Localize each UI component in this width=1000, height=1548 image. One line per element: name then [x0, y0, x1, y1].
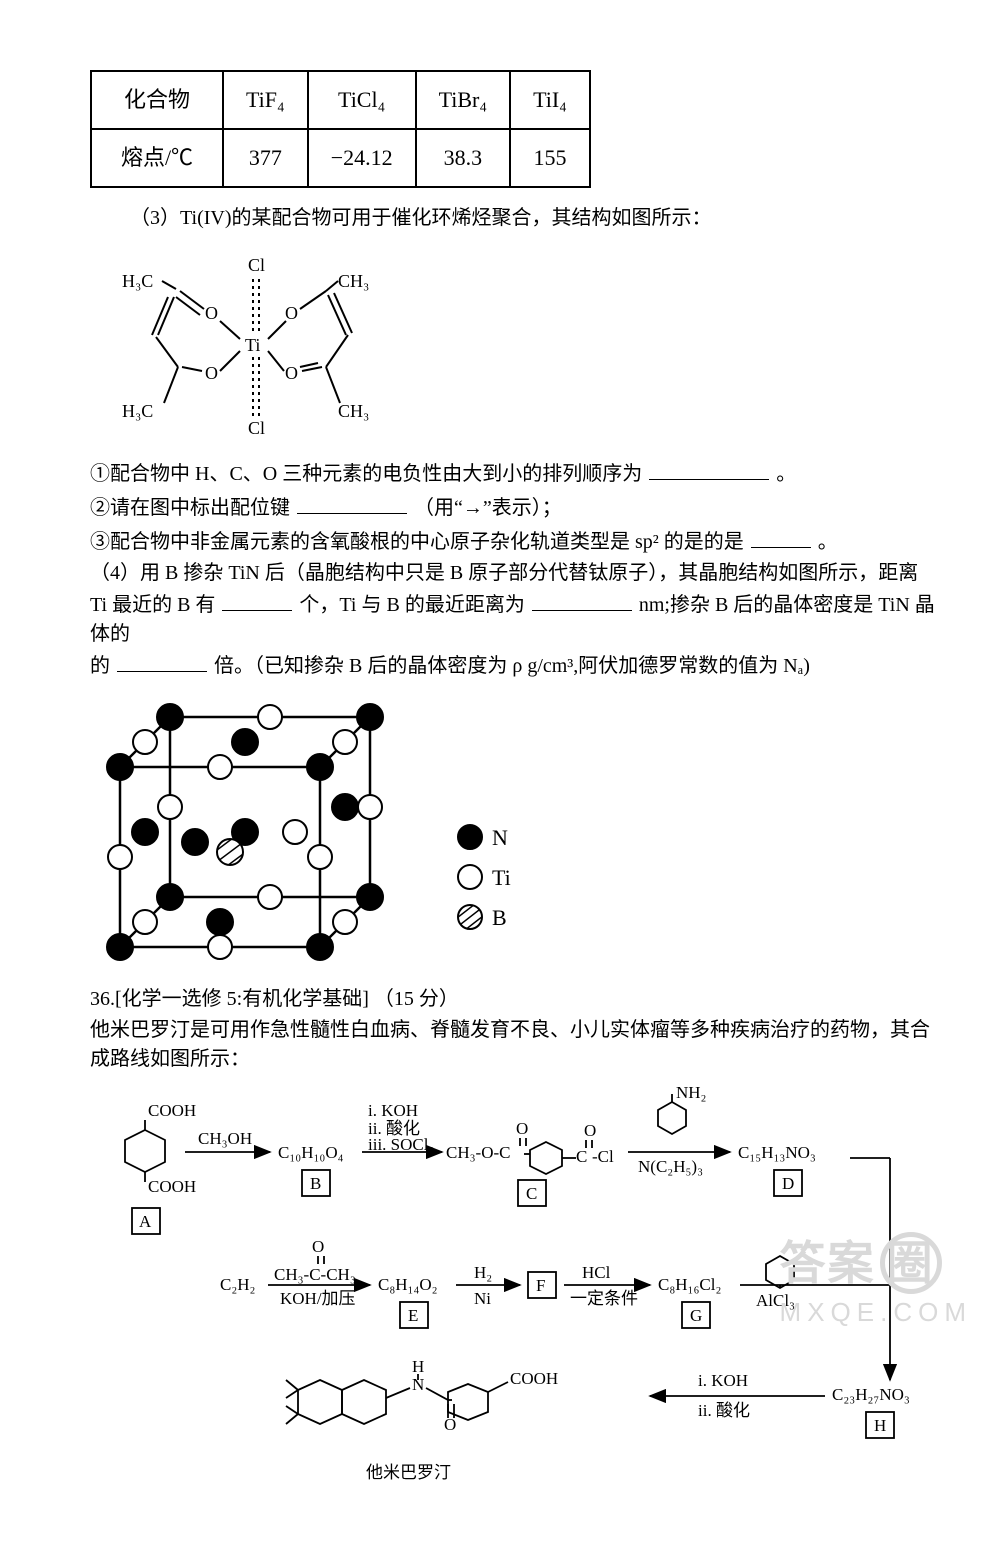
svg-text:O: O: [205, 303, 218, 323]
svg-text:CH₃: CH₃: [338, 271, 369, 291]
watermark-circle-icon: 圈: [880, 1232, 942, 1294]
svg-text:D: D: [782, 1174, 794, 1193]
svg-text:i. KOH: i. KOH: [698, 1371, 748, 1390]
svg-text:iii. SOCl₂: iii. SOCl₂: [368, 1135, 434, 1154]
svg-text:Cl: Cl: [248, 418, 265, 438]
svg-text:i. KOH: i. KOH: [368, 1101, 418, 1120]
svg-text:N(C₂H₅)₃: N(C₂H₅)₃: [638, 1157, 703, 1176]
svg-text:C₂H₂: C₂H₂: [220, 1275, 255, 1294]
cell: TiF₄: [223, 71, 308, 129]
svg-text:O: O: [205, 363, 218, 383]
ti-complex-diagram: Ti Cl Cl O H₃C H₃C O O CH₃ CH₃ O: [90, 239, 410, 449]
svg-text:H₂: H₂: [474, 1263, 492, 1282]
text: 。: [776, 463, 796, 485]
cell: 377: [223, 129, 308, 187]
q36-intro: 他米巴罗汀是可用作急性髓性白血病、脊髓发育不良、小儿实体瘤等多种疾病治疗的药物，…: [90, 1016, 940, 1074]
q4: （4）用 B 掺杂 TiN 后（晶胞结构中只是 B 原子部分代替钛原子），其晶胞…: [90, 559, 940, 681]
blank: [751, 525, 811, 548]
svg-text:COOH: COOH: [148, 1101, 196, 1120]
cell: −24.12: [308, 129, 416, 187]
blank: [532, 588, 632, 611]
table-row: 化合物 TiF₄ TiCl₄ TiBr₄ TiI₄: [91, 71, 590, 129]
cell: TiBr₄: [416, 71, 510, 129]
svg-text:H₃C: H₃C: [122, 401, 153, 421]
svg-text:B: B: [492, 905, 507, 930]
svg-text:Cl: Cl: [248, 255, 265, 275]
watermark-url: MXQE.COM: [780, 1294, 972, 1332]
svg-text:O: O: [285, 303, 298, 323]
svg-text:一定条件: 一定条件: [570, 1289, 638, 1308]
q36-title: 36.[化学一选修 5:有机化学基础] （15 分）: [90, 985, 940, 1014]
svg-text:H: H: [874, 1416, 886, 1435]
svg-text:O: O: [312, 1237, 324, 1256]
text: 个，Ti 与 B 的最近距离为: [299, 594, 524, 616]
svg-text:F: F: [536, 1276, 545, 1295]
text: （用“→”表示）；: [414, 497, 562, 519]
svg-text:A: A: [139, 1212, 152, 1231]
svg-text:C₁₅H₁₃NO₃: C₁₅H₁₃NO₃: [738, 1143, 816, 1162]
cell: TiI₄: [510, 71, 590, 129]
svg-text:H: H: [412, 1357, 424, 1376]
svg-text:CH₃-C-CH₃: CH₃-C-CH₃: [274, 1265, 356, 1284]
svg-text:ii. 酸化: ii. 酸化: [698, 1401, 750, 1420]
svg-text:B: B: [310, 1174, 321, 1193]
svg-text:-Cl: -Cl: [592, 1147, 614, 1166]
text: ②请在图中标出配位键: [90, 497, 290, 519]
cell: 155: [510, 129, 590, 187]
svg-text:Ni: Ni: [474, 1289, 491, 1308]
svg-text:O: O: [285, 363, 298, 383]
cell: TiCl₄: [308, 71, 416, 129]
svg-text:他米巴罗汀: 他米巴罗汀: [366, 1463, 451, 1482]
svg-text:C₈H₁₄O₂: C₈H₁₄O₂: [378, 1275, 438, 1294]
cell: 38.3: [416, 129, 510, 187]
svg-text:COOH: COOH: [510, 1369, 558, 1388]
cell: 化合物: [91, 71, 223, 129]
text: ③配合物中非金属元素的含氧酸根的中心原子杂化轨道类型是 sp² 的是的是: [90, 531, 744, 553]
q3-3: ③配合物中非金属元素的含氧酸根的中心原子杂化轨道类型是 sp² 的是的是 。: [90, 525, 940, 557]
text: ①配合物中 H、C、O 三种元素的电负性由大到小的排列顺序为: [90, 463, 642, 485]
text: 倍。（已知掺杂 B 后的晶体密度为 ρ g/cm³,阿伏加德罗常数的值为 Nₐ): [214, 655, 810, 677]
svg-text:C: C: [576, 1147, 587, 1166]
watermark: 答案 圈 MXQE.COM: [780, 1230, 972, 1332]
svg-text:C₂₃H₂₇NO₃: C₂₃H₂₇NO₃: [832, 1385, 910, 1404]
svg-text:C: C: [526, 1184, 537, 1203]
svg-text:O: O: [516, 1119, 528, 1138]
watermark-text: 答案: [780, 1230, 876, 1297]
blank: [222, 588, 292, 611]
svg-text:CH₃OH: CH₃OH: [198, 1129, 252, 1148]
svg-text:CH₃-O-C: CH₃-O-C: [446, 1143, 510, 1162]
svg-text:E: E: [408, 1306, 418, 1325]
svg-text:Ti: Ti: [492, 865, 511, 890]
blank: [117, 649, 207, 672]
cell: 熔点/℃: [91, 129, 223, 187]
svg-text:HCl: HCl: [582, 1263, 611, 1282]
svg-text:N: N: [492, 825, 508, 850]
svg-text:KOH/加压: KOH/加压: [280, 1289, 356, 1308]
blank: [649, 457, 769, 480]
text: 。: [818, 531, 838, 553]
q3-2: ②请在图中标出配位键 （用“→”表示）；: [90, 491, 940, 523]
svg-text:C₁₀H₁₀O₄: C₁₀H₁₀O₄: [278, 1143, 344, 1162]
text: 的: [90, 655, 110, 677]
blank: [297, 491, 407, 514]
q3-1: ①配合物中 H、C、O 三种元素的电负性由大到小的排列顺序为 。: [90, 457, 940, 489]
q3-intro: （3）Ti(IV)的某配合物可用于催化环烯烃聚合，其结构如图所示：: [90, 204, 940, 233]
svg-text:O: O: [584, 1121, 596, 1140]
svg-text:COOH: COOH: [148, 1177, 196, 1196]
compound-table: 化合物 TiF₄ TiCl₄ TiBr₄ TiI₄ 熔点/℃ 377 −24.1…: [90, 70, 591, 188]
svg-text:G: G: [690, 1306, 702, 1325]
svg-text:C₈H₁₆Cl₂: C₈H₁₆Cl₂: [658, 1275, 721, 1294]
crystal-diagram: N Ti B: [90, 687, 560, 977]
table-row: 熔点/℃ 377 −24.12 38.3 155: [91, 129, 590, 187]
svg-text:NH₂: NH₂: [676, 1083, 706, 1102]
svg-text:CH₃: CH₃: [338, 401, 369, 421]
svg-text:Ti: Ti: [245, 335, 260, 355]
svg-text:H₃C: H₃C: [122, 271, 153, 291]
